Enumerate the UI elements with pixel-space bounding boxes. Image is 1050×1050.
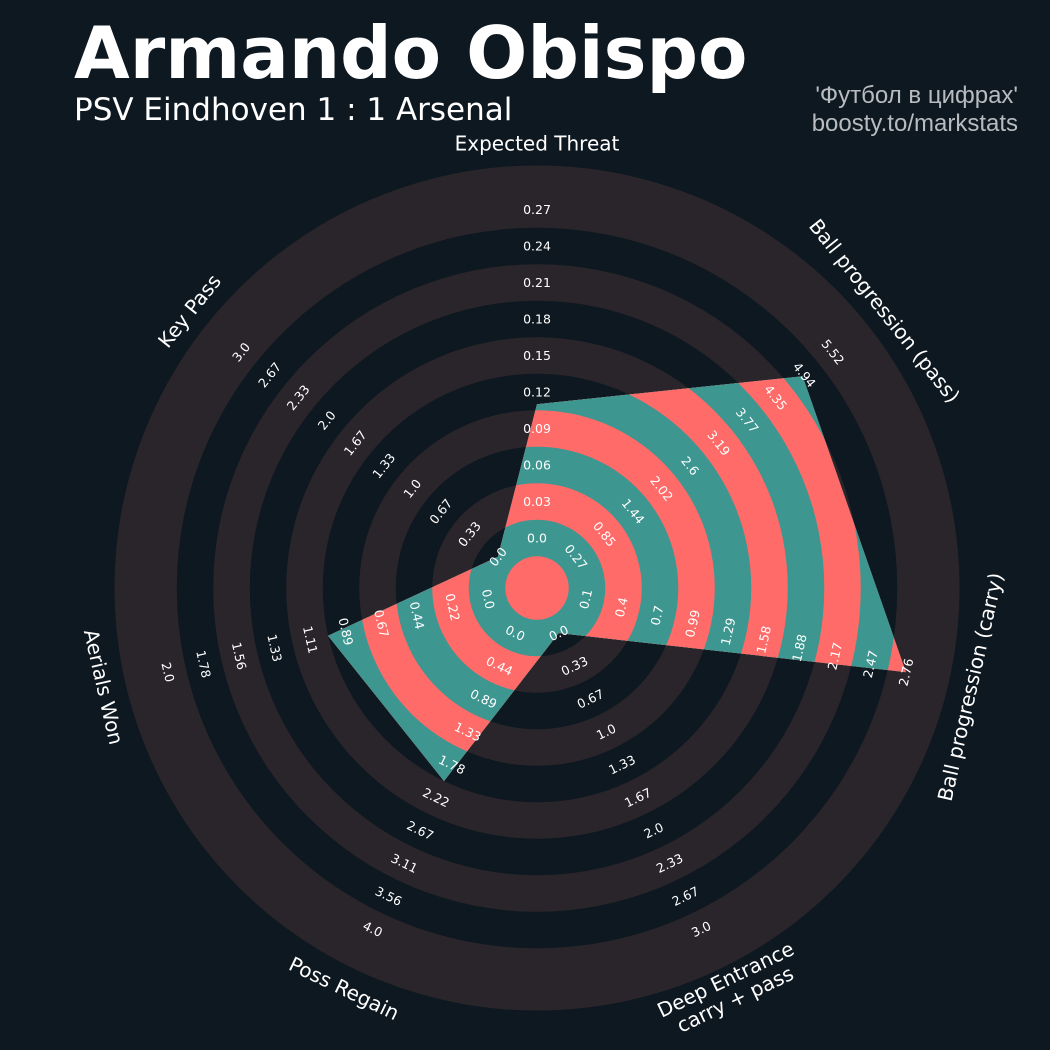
- ring-value-label: 0.0: [527, 531, 547, 546]
- ring-value-label: 1.78: [193, 649, 214, 680]
- credit-block: 'Футбол в цифрах' boosty.to/markstats: [812, 82, 1018, 138]
- param-label: Expected Threat: [455, 132, 620, 156]
- ring-value-label: 1.33: [264, 633, 285, 663]
- match-subtitle: PSV Eindhoven 1 : 1 Arsenal: [74, 92, 513, 128]
- ring-value-label: 1.29: [718, 616, 739, 647]
- credit-line-channel: 'Футбол в цифрах': [815, 82, 1018, 109]
- ring-value-label: 2.47: [860, 649, 881, 679]
- player-name-title: Armando Obispo: [74, 11, 748, 95]
- ring-value-label: 0.15: [523, 348, 551, 363]
- ring-value-label: 1.58: [753, 624, 774, 655]
- ring-value-label: 0.27: [523, 202, 551, 217]
- ring-value-label: 0.06: [523, 458, 551, 473]
- ring-value-label: 1.56: [229, 641, 250, 672]
- ring-value-label: 0.22: [442, 592, 463, 622]
- player-polygon-band: [505, 556, 569, 620]
- ring-value-label: 0.09: [523, 421, 551, 436]
- ring-value-label: 1.11: [300, 624, 321, 654]
- ring-value-label: 0.89: [335, 616, 356, 647]
- ring-value-label: 0.18: [523, 312, 551, 327]
- ring-value-label: 2.17: [824, 641, 845, 671]
- ring-value-label: 0.03: [523, 494, 551, 509]
- ring-value-label: 1.88: [789, 633, 810, 664]
- ring-value-label: 0.4: [612, 596, 631, 619]
- ring-value-label: 2.76: [896, 657, 917, 688]
- ring-value-label: 0.1: [576, 588, 595, 611]
- ring-value-label: 0.12: [523, 385, 551, 400]
- ring-value-label: 2.0: [158, 661, 177, 684]
- ring-value-label: 0.67: [371, 608, 392, 638]
- ring-value-label: 0.24: [523, 239, 551, 254]
- ring-value-label: 0.21: [523, 275, 551, 290]
- ring-value-label: 0.99: [682, 608, 703, 639]
- ring-value-label: 0.7: [647, 604, 666, 627]
- ring-value-label: 0.44: [407, 600, 428, 631]
- credit-line-url[interactable]: boosty.to/markstats: [811, 110, 1018, 137]
- ring-value-label: 0.0: [479, 588, 498, 611]
